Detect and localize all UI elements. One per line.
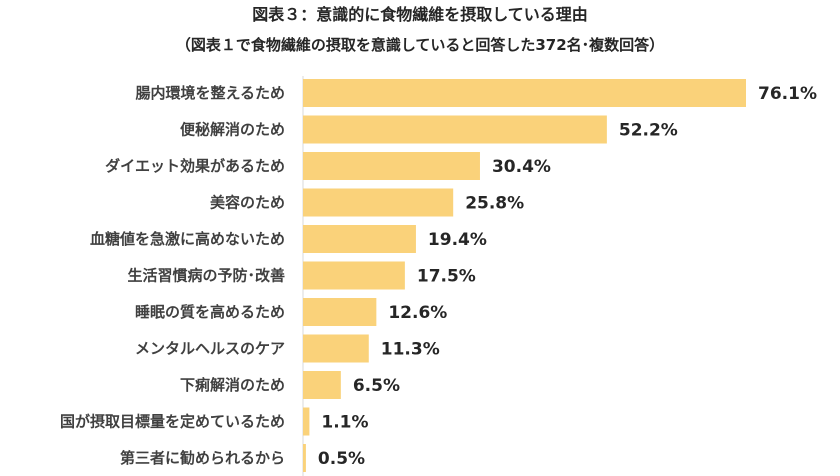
category-label-9: 下痢解消のため <box>180 376 285 394</box>
category-label-6: 生活習慣病の予防･改善 <box>127 267 285 285</box>
bar-5 <box>303 225 416 253</box>
bar-9 <box>303 371 341 399</box>
value-label-6: 17.5% <box>417 267 476 287</box>
bar-3 <box>303 152 480 180</box>
value-label-11: 0.5% <box>318 449 365 469</box>
bar-1 <box>303 79 746 107</box>
bars-group: 腸内環境を整えるため 76.1% 便秘解消のため 52.2% ダイエット効果があるため 3… <box>60 79 817 472</box>
value-label-7: 12.6% <box>388 303 447 323</box>
bar-6 <box>303 261 405 290</box>
bar-4 <box>303 188 454 217</box>
bar-10 <box>303 407 310 436</box>
value-label-5: 19.4% <box>428 230 487 250</box>
value-label-3: 30.4% <box>492 157 551 177</box>
value-label-2: 52.2% <box>619 121 678 141</box>
chart-subtitle: （図表１で食物繊維の摂取を意識していると回答した372名･複数回答） <box>176 36 664 54</box>
category-label-8: メンタルヘルスのケア <box>135 340 285 358</box>
value-label-1: 76.1% <box>758 84 817 104</box>
bar-8 <box>303 334 369 363</box>
bar-11 <box>303 444 306 472</box>
category-label-2: 便秘解消のため <box>180 121 285 139</box>
category-label-4: 美容のため <box>210 194 285 212</box>
bar-7 <box>303 298 377 326</box>
value-label-8: 11.3% <box>381 340 440 360</box>
category-label-3: ダイエット効果があるため <box>105 157 285 175</box>
value-label-10: 1.1% <box>321 413 368 433</box>
category-label-10: 国が摂取目標量を定めているため <box>60 413 285 431</box>
chart-title: 図表３：意識的に食物繊維を摂取している理由 <box>252 5 588 24</box>
category-label-7: 睡眠の質を高めるため <box>135 303 285 321</box>
value-label-9: 6.5% <box>353 376 400 396</box>
category-label-1: 腸内環境を整えるため <box>135 84 285 102</box>
value-label-4: 25.8% <box>465 194 524 214</box>
category-label-5: 血糖値を急激に高めないため <box>90 230 285 248</box>
category-label-11: 第三者に勧められるから <box>120 449 285 467</box>
bar-2 <box>303 115 607 144</box>
